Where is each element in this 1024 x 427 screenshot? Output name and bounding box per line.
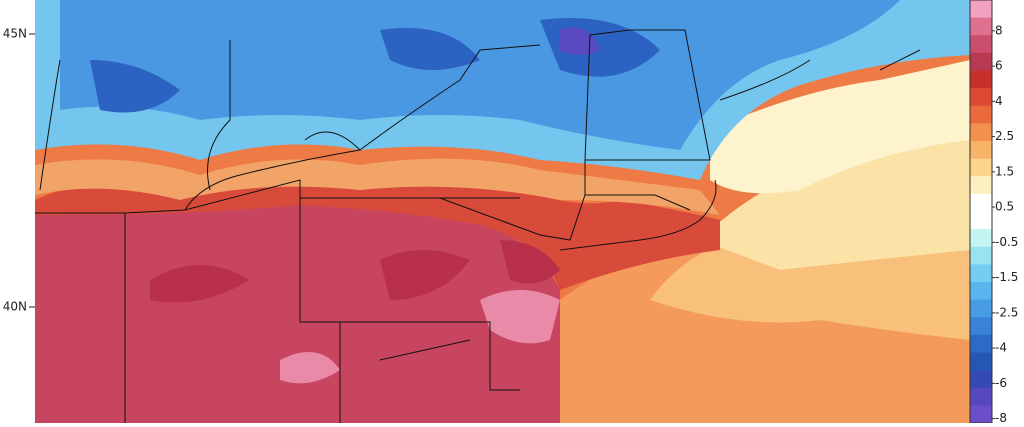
colorbar-segment	[970, 141, 992, 160]
colorbar-segment	[970, 229, 992, 248]
colorbar-segment	[970, 264, 992, 283]
colorbar-segment	[970, 0, 992, 19]
colorbar-segment	[970, 176, 992, 195]
colorbar-label: -4	[995, 341, 1007, 355]
latitude-label: 40N	[3, 300, 27, 314]
colorbar-segment	[970, 246, 992, 265]
colorbar-segment	[970, 370, 992, 389]
colorbar-segment	[970, 352, 992, 371]
colorbar-label: 2.5	[995, 129, 1014, 143]
colorbar-label: 0.5	[995, 200, 1014, 214]
colorbar-segment	[970, 387, 992, 406]
colorbar-segment	[970, 158, 992, 177]
temperature-field	[35, 0, 970, 423]
colorbar-segment	[970, 123, 992, 142]
colorbar-label: -2.5	[995, 305, 1018, 319]
colorbar-label: 6	[995, 59, 1003, 73]
colorbar-segment	[970, 334, 992, 353]
latitude-label: 45N	[3, 27, 27, 41]
colorbar-label: 1.5	[995, 164, 1014, 178]
colorbar-segment	[970, 193, 992, 212]
colorbar-label: 4	[995, 94, 1003, 108]
colorbar-segment	[970, 88, 992, 107]
colorbar-segment	[970, 17, 992, 36]
colorbar-segment	[970, 211, 992, 230]
colorbar-segment	[970, 105, 992, 124]
colorbar-label: -8	[995, 411, 1007, 423]
colorbar-label: -0.5	[995, 235, 1018, 249]
colorbar: 8 6 4 2.5 1.5 0.5 -0.5 -1.5 -2.5 -4 -6 -8	[969, 0, 1018, 425]
boundaries	[35, 29, 921, 423]
colorbar-label: 8	[995, 23, 1003, 37]
colorbar-segment	[970, 317, 992, 336]
label-margin	[0, 0, 35, 423]
colorbar-segment	[970, 282, 992, 301]
colorbar-label: -1.5	[995, 270, 1018, 284]
colorbar-segment	[970, 52, 992, 71]
colorbar-segment	[970, 35, 992, 54]
colorbar-segment	[970, 70, 992, 89]
colorbar-segment	[970, 405, 992, 424]
colorbar-label: -6	[995, 376, 1007, 390]
colorbar-segment	[970, 299, 992, 318]
